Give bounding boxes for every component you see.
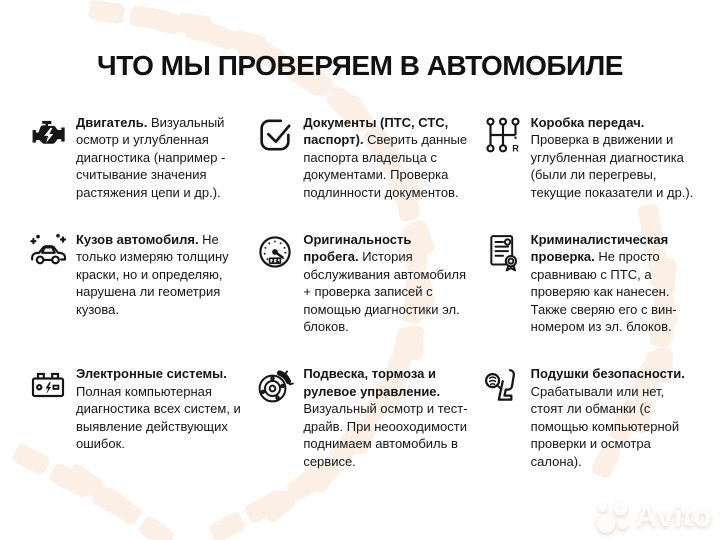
brake-disc-icon: [255, 366, 295, 406]
check-item-title: Кузов автомобиля.: [76, 232, 203, 248]
check-item-title: Криминалистическая проверка.: [530, 232, 669, 265]
check-item-text: Подвеска, тормоза и рулевое управление. …: [303, 365, 468, 469]
check-item: Двигатель. Визуальный осмотр и углубленн…: [28, 114, 241, 201]
check-item-text: Криминалистическая проверка. Не просто с…: [531, 231, 696, 335]
check-item: Подвеска, тормоза и рулевое управление. …: [255, 365, 468, 469]
engine-icon: [28, 115, 68, 155]
gearbox-icon: R: [483, 115, 523, 155]
svg-text:R: R: [512, 143, 519, 153]
check-item-description: Сверить данные паспорта владельца с доку…: [303, 132, 468, 200]
check-item-text: Электронные системы. Полная компьютерная…: [76, 365, 241, 452]
check-item-description: Не просто сравниваю с ПТС, а проверяю ка…: [530, 249, 677, 335]
check-item: Кузов автомобиля. Не только измеряю толщ…: [28, 231, 241, 335]
airbag-icon: [483, 366, 523, 406]
avito-watermark: Avito: [594, 498, 712, 536]
check-item-description: История обслуживания автомобиля + провер…: [303, 249, 467, 335]
check-item: Оригинальность пробега. История обслужив…: [255, 231, 468, 335]
check-item-text: Кузов автомобиля. Не только измеряю толщ…: [76, 231, 241, 318]
check-item-description: Проверка в движении и углубленная диагно…: [530, 132, 694, 200]
check-item: R Коробка передач. Проверка в движении и…: [483, 114, 696, 201]
documents-check-icon: [255, 115, 295, 155]
avito-watermark-label: Avito: [635, 500, 712, 533]
page-title: ЧТО МЫ ПРОВЕРЯЕМ В АВТОМОБИЛЕ: [97, 50, 623, 81]
odometer-icon: [255, 232, 295, 272]
forensic-document-icon: [483, 232, 523, 272]
check-item-title: Документы (ПТС, СТС, паспорт).: [303, 115, 449, 148]
check-item-description: Визуальный осмотр и углубленная диагност…: [76, 115, 226, 200]
check-item-text: Подушки безопасности. Срабатывали или не…: [531, 365, 696, 469]
check-item: Криминалистическая проверка. Не просто с…: [483, 231, 696, 335]
check-item-description: Не только измеряю толщину краски, но и о…: [76, 232, 229, 317]
check-item-description: Полная компьютерная диагностика всех сис…: [76, 383, 241, 452]
check-item-title: Двигатель.: [76, 115, 151, 130]
check-item-text: Коробка передач. Проверка в движении и у…: [531, 114, 696, 201]
check-item-title: Подвеска, тормоза и рулевое управление.: [303, 366, 441, 399]
check-item: Подушки безопасности. Срабатывали или не…: [483, 365, 696, 469]
battery-icon: [28, 366, 68, 406]
check-item-text: Документы (ПТС, СТС, паспорт). Сверить д…: [303, 114, 468, 201]
checks-grid: Двигатель. Визуальный осмотр и углубленн…: [0, 114, 720, 470]
check-item-title: Электронные системы.: [76, 366, 227, 382]
check-item-title: Коробка передач.: [530, 115, 645, 130]
check-item: Документы (ПТС, СТС, паспорт). Сверить д…: [255, 114, 468, 201]
check-item-title: Оригинальность пробега.: [303, 232, 412, 265]
check-item-text: Оригинальность пробега. История обслужив…: [303, 231, 468, 335]
car-body-icon: [28, 232, 68, 272]
check-item-title: Подушки безопасности.: [530, 366, 685, 382]
avito-logo-icon: [596, 502, 628, 533]
check-item-text: Двигатель. Визуальный осмотр и углубленн…: [76, 114, 241, 201]
check-item-description: Визуальный осмотр и тест-драйв. При неоо…: [303, 401, 468, 469]
check-item-description: Срабатывали или нет, стоят ли обманки (с…: [530, 383, 680, 469]
check-item: Электронные системы. Полная компьютерная…: [28, 365, 241, 469]
